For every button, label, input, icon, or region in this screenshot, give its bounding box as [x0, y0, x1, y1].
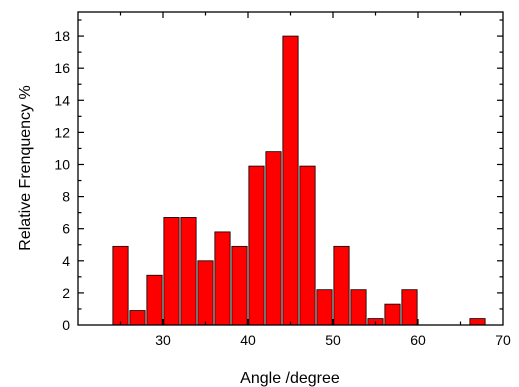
x-tick-label: 50 [325, 332, 341, 348]
y-tick-label: 14 [54, 92, 70, 108]
bar [299, 165, 316, 326]
y-tick-label: 18 [54, 28, 70, 44]
x-tick-label: 30 [155, 332, 171, 348]
bar [401, 289, 418, 326]
bar [265, 151, 282, 326]
bar [316, 289, 333, 326]
bar [112, 245, 129, 326]
bar [469, 318, 486, 326]
bars-group [112, 35, 486, 326]
bar [180, 217, 197, 326]
y-axis-label: Relative Frenquency % [17, 85, 34, 250]
y-tick-label: 10 [54, 156, 70, 172]
bar [163, 217, 180, 326]
bar [333, 245, 350, 326]
x-axis-label: Angle /degree [240, 370, 340, 387]
bar [350, 289, 367, 326]
bar [129, 310, 146, 326]
bar [146, 274, 163, 326]
x-tick-label: 60 [410, 332, 426, 348]
y-tick-label: 8 [62, 189, 70, 205]
bar [214, 231, 231, 326]
bar [384, 303, 401, 326]
bar [231, 245, 248, 326]
y-tick-label: 0 [62, 317, 70, 333]
bar [248, 165, 265, 326]
y-tick-label: 4 [62, 253, 70, 269]
x-axis-ticks: 30 40 50 60 70 [119, 12, 511, 348]
x-tick-label: 70 [495, 332, 511, 348]
plot-frame [77, 11, 504, 326]
y-axis-ticks: 0 2 4 6 8 10 12 14 16 18 [54, 19, 503, 333]
y-tick-label: 6 [62, 221, 70, 237]
y-tick-label: 2 [62, 285, 70, 301]
bar [282, 35, 299, 326]
x-tick-label: 40 [240, 332, 256, 348]
bar [197, 260, 214, 326]
y-tick-label: 12 [54, 124, 70, 140]
y-tick-label: 16 [54, 60, 70, 76]
